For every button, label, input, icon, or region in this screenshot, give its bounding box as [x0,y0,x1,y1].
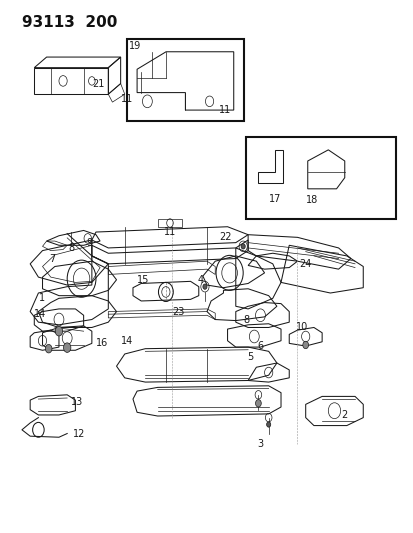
Text: 22: 22 [219,232,231,243]
Text: 11: 11 [164,227,176,237]
Text: 10: 10 [295,322,307,333]
Text: 11: 11 [219,105,231,115]
Text: 9: 9 [87,238,93,248]
Text: 15: 15 [137,274,149,285]
Circle shape [240,244,244,249]
Bar [245,136,395,219]
Text: 17: 17 [268,193,280,204]
Bar [126,38,243,120]
Text: 16: 16 [96,338,108,349]
Text: 6: 6 [257,341,263,351]
Text: 18: 18 [305,195,317,205]
Text: 3: 3 [257,439,263,449]
Text: 93113  200: 93113 200 [22,14,117,30]
Text: 11: 11 [121,94,133,104]
Text: 8: 8 [68,243,74,253]
Text: 12: 12 [73,429,85,439]
Text: 14: 14 [34,309,47,319]
Text: 1: 1 [39,293,45,303]
Circle shape [302,341,308,349]
Circle shape [255,400,261,407]
Circle shape [266,422,270,427]
Text: 14: 14 [121,336,133,346]
Circle shape [202,284,206,289]
Text: 19: 19 [128,42,141,52]
Text: 8: 8 [242,314,249,325]
Circle shape [45,344,52,353]
Text: 13: 13 [71,397,83,407]
Circle shape [63,343,71,352]
Text: 5: 5 [247,352,253,361]
Text: 24: 24 [299,259,311,269]
Circle shape [55,326,62,336]
Text: 7: 7 [50,254,56,263]
Text: 2: 2 [341,410,347,420]
Text: 23: 23 [172,306,184,317]
Text: 4: 4 [197,274,203,285]
Text: 21: 21 [92,78,104,88]
